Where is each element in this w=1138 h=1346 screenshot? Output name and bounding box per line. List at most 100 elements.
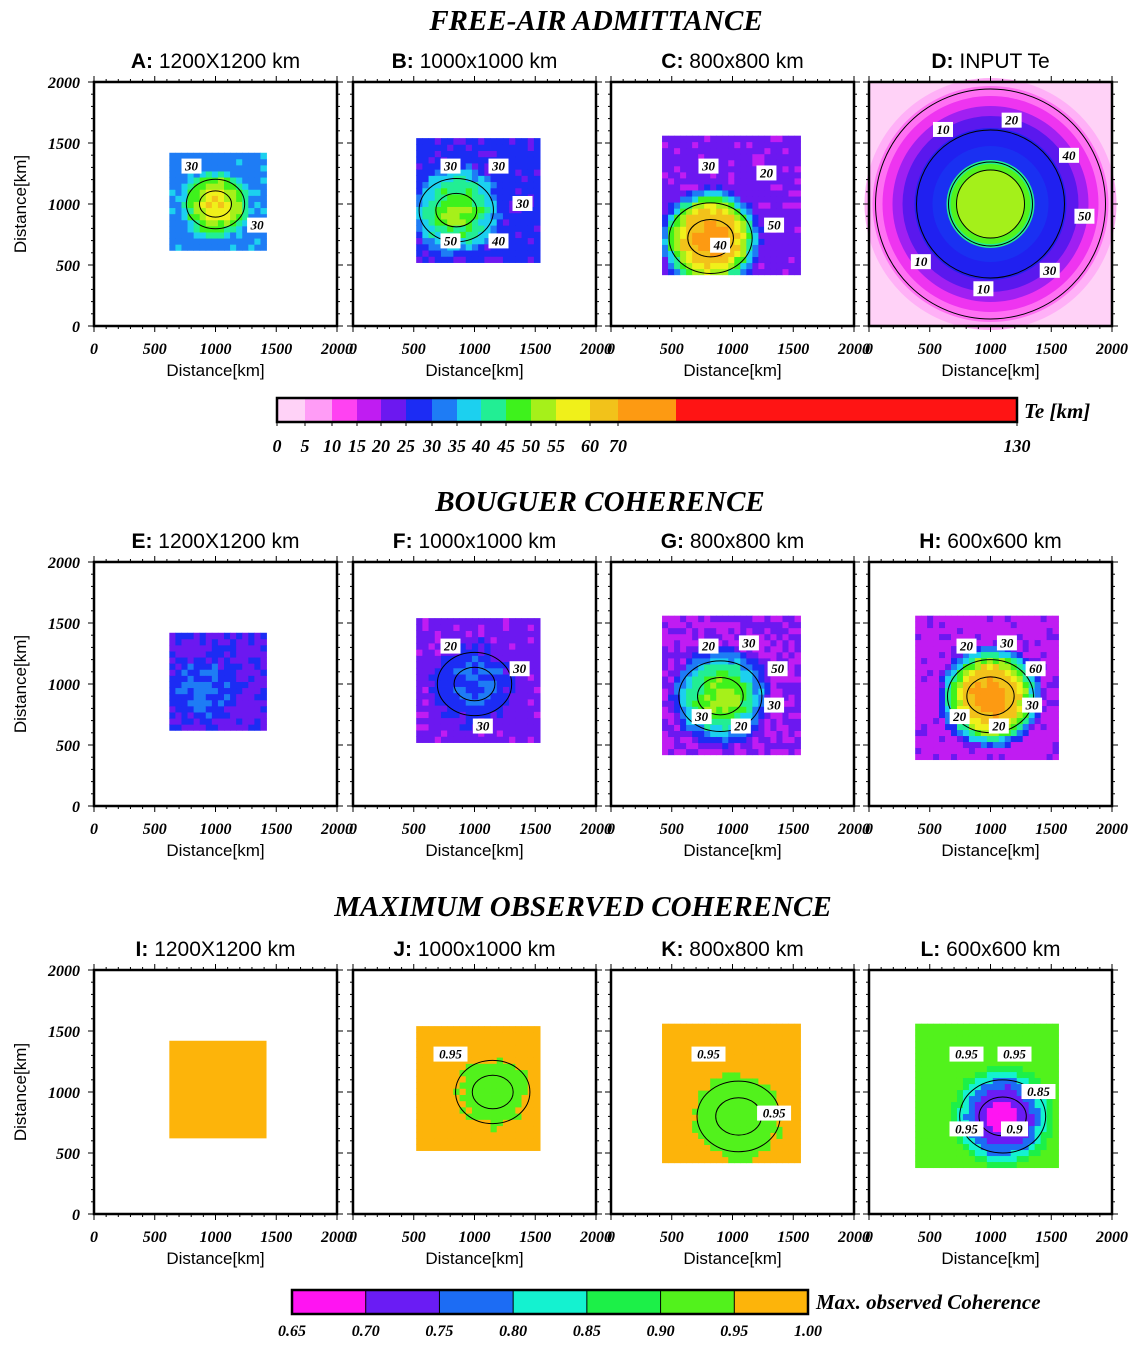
map-cell (698, 184, 705, 191)
map-cell (680, 1150, 687, 1158)
map-cell (662, 1108, 669, 1115)
map-cell (169, 693, 176, 701)
map-cell (211, 663, 219, 670)
map-cell (471, 705, 479, 712)
map-cell (986, 681, 994, 689)
map-cell (533, 686, 541, 694)
map-cell (692, 694, 699, 701)
map-cell (217, 238, 225, 245)
map-cell (782, 1053, 789, 1061)
map-cell (662, 135, 669, 143)
map-cell (776, 712, 783, 719)
map-cell (224, 177, 231, 184)
map-cell (199, 219, 207, 227)
map-cell (502, 1138, 510, 1145)
map-cell (680, 1138, 687, 1146)
map-cell (788, 694, 795, 701)
map-cell (496, 138, 504, 145)
contour-label-box (698, 158, 719, 174)
map-cell (1022, 633, 1030, 641)
map-cell (764, 736, 771, 744)
map-cell (434, 1088, 442, 1095)
map-cell (740, 1035, 747, 1043)
map-cell (758, 1090, 765, 1097)
map-cell (722, 141, 729, 149)
map-cell (509, 711, 516, 719)
map-cell (515, 730, 522, 737)
map-cell (980, 633, 988, 641)
map-cell (927, 669, 934, 677)
map-cell (509, 1125, 516, 1133)
contour-label-box (764, 697, 785, 713)
map-cell (680, 153, 687, 161)
map-cell (722, 1132, 729, 1139)
map-cell (921, 699, 928, 707)
map-cell (674, 1096, 681, 1103)
map-cell (187, 699, 195, 707)
map-cell (490, 711, 498, 719)
map-cell (1040, 615, 1047, 623)
map-cell (752, 262, 759, 270)
map-cell (490, 1113, 498, 1120)
x-tick-label: 500 (402, 821, 426, 838)
map-cell (662, 147, 669, 155)
map-cell (710, 1072, 717, 1079)
map-cell (453, 699, 460, 706)
map-cell (740, 244, 747, 251)
map-cell (782, 1041, 789, 1049)
map-cell (945, 645, 952, 653)
map-cell (962, 681, 970, 689)
map-cell (199, 183, 207, 190)
map-cell (746, 256, 753, 264)
map-cell (527, 692, 535, 700)
map-cell (193, 189, 201, 196)
map-cell (169, 644, 176, 652)
map-cell (728, 250, 735, 258)
map-cell (782, 262, 789, 270)
map-cell (662, 159, 669, 167)
map-cell (710, 730, 717, 738)
map-cell (428, 187, 436, 195)
map-cell (752, 1029, 759, 1037)
map-cell (496, 630, 504, 638)
map-cell (728, 712, 735, 719)
map-cell (515, 1107, 522, 1114)
map-cell (933, 711, 940, 719)
map-cell (746, 621, 753, 629)
map-cell (788, 706, 795, 713)
map-cell (710, 256, 717, 264)
map-cell (187, 201, 195, 209)
map-cell (533, 1051, 541, 1058)
map-cell (728, 244, 735, 251)
map-cell (447, 1088, 454, 1095)
map-cell (974, 705, 982, 713)
map-cell (951, 723, 958, 731)
map-cell (248, 183, 255, 190)
map-cell (740, 736, 747, 744)
map-cell (434, 1026, 442, 1033)
contour-label-text: 20 (952, 709, 967, 724)
map-cell (939, 747, 946, 755)
map-cell (521, 655, 529, 663)
map-cell (746, 141, 753, 149)
map-cell (496, 636, 504, 644)
map-cell (509, 150, 516, 158)
map-cell (428, 206, 436, 214)
map-cell (1052, 681, 1059, 689)
map-cell (248, 238, 255, 245)
map-cell (236, 225, 243, 233)
y-tick-label: 1500 (48, 1024, 80, 1041)
map-cell (478, 699, 485, 706)
map-cell (782, 250, 789, 258)
map-cell (193, 681, 201, 689)
map-cell (224, 183, 231, 190)
map-cell (1052, 621, 1059, 629)
map-cell (490, 219, 498, 226)
map-cell (758, 256, 765, 264)
map-cell (515, 181, 522, 189)
map-cell (1016, 669, 1024, 677)
map-cell (230, 171, 237, 178)
map-cell (788, 1096, 795, 1103)
map-cell (686, 1041, 693, 1049)
map-cell (484, 1075, 491, 1083)
